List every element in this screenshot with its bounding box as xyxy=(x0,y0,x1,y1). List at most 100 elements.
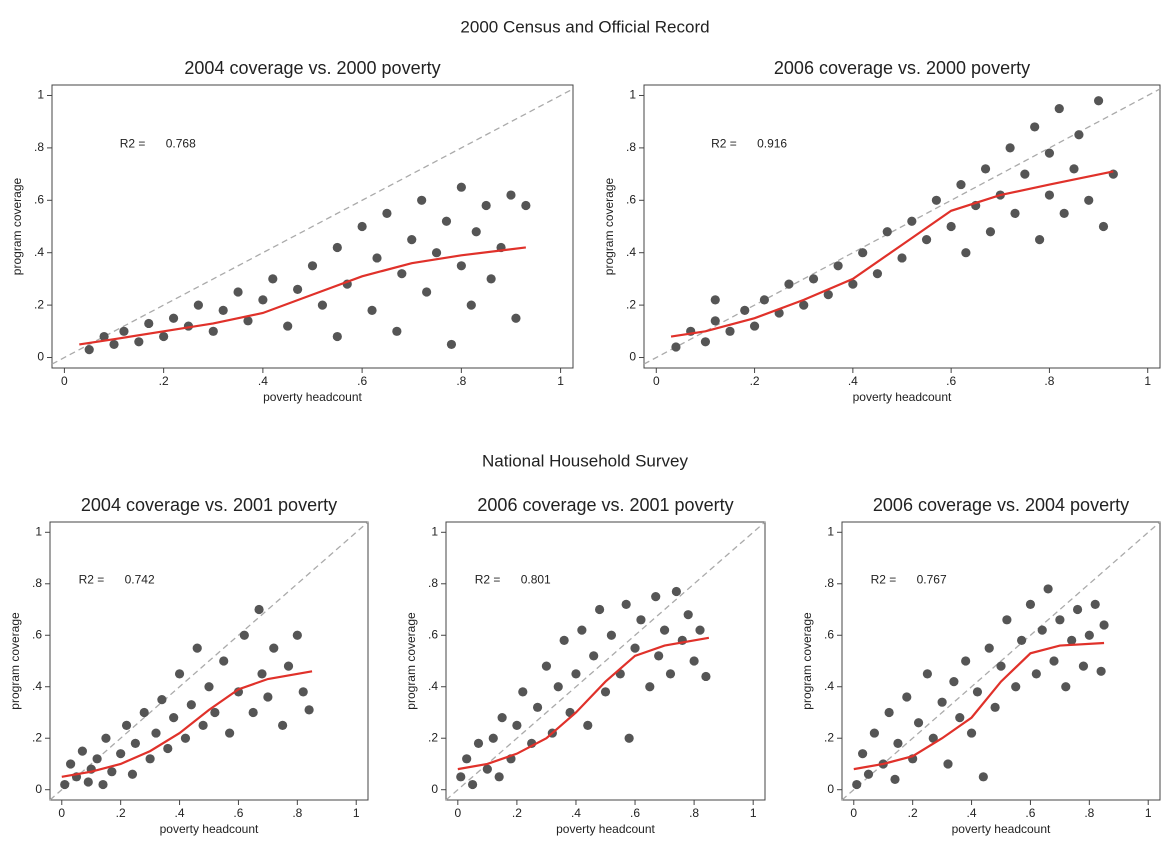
x-tick-label: .2 xyxy=(750,374,760,388)
y-tick-label: 0 xyxy=(629,350,636,364)
point xyxy=(269,643,279,653)
point xyxy=(107,767,117,777)
point xyxy=(357,221,367,232)
point xyxy=(151,728,161,738)
point xyxy=(422,287,432,297)
x-tick-label: .8 xyxy=(1084,806,1094,820)
point xyxy=(749,321,760,331)
point xyxy=(571,669,581,679)
fit-line xyxy=(79,246,526,346)
r2-value: 0.916 xyxy=(757,137,787,151)
point xyxy=(984,643,994,653)
x-tick-label: .4 xyxy=(967,806,977,820)
point xyxy=(130,738,140,748)
point xyxy=(446,339,457,350)
chart-title: 2006 coverage vs. 2001 poverty xyxy=(477,495,733,515)
point xyxy=(60,779,70,790)
point xyxy=(659,625,670,635)
point xyxy=(219,656,229,666)
point xyxy=(1020,169,1030,179)
point xyxy=(577,625,587,635)
point xyxy=(332,331,342,342)
x-tick-label: .6 xyxy=(630,806,640,820)
y-tick-label: 1 xyxy=(35,524,42,538)
point xyxy=(700,337,711,347)
point xyxy=(884,707,894,718)
point xyxy=(1078,661,1089,671)
x-tick-label: .4 xyxy=(175,806,185,820)
point xyxy=(254,604,264,615)
point xyxy=(823,290,833,300)
point xyxy=(1030,122,1040,132)
point xyxy=(521,200,531,211)
chart-title: 2004 coverage vs. 2001 poverty xyxy=(81,495,337,515)
point xyxy=(907,216,917,226)
y-tick-label: .6 xyxy=(34,192,44,206)
y-tick-label: .8 xyxy=(34,140,44,154)
y-tick-label: .6 xyxy=(824,627,834,641)
x-tick-label: 1 xyxy=(750,806,757,820)
point xyxy=(283,661,294,671)
point xyxy=(441,216,452,226)
point xyxy=(1035,235,1045,245)
y-axis-label: program coverage xyxy=(800,612,814,710)
point xyxy=(494,772,504,782)
point xyxy=(1017,635,1027,646)
y-tick-label: .4 xyxy=(34,245,44,259)
point xyxy=(134,337,144,347)
point xyxy=(858,248,868,258)
x-tick-label: 1 xyxy=(557,374,564,388)
y-tick-label: .2 xyxy=(824,730,834,744)
y-tick-label: .4 xyxy=(824,679,834,693)
point xyxy=(257,669,267,679)
y-tick-label: .8 xyxy=(626,140,636,154)
r2-label: R2 = xyxy=(871,573,897,587)
point xyxy=(701,671,711,682)
point xyxy=(1005,143,1015,153)
point xyxy=(949,676,959,687)
point xyxy=(683,610,693,620)
point xyxy=(961,656,971,666)
point xyxy=(473,738,484,748)
x-tick-label: .8 xyxy=(292,806,302,820)
x-axis-label: poverty headcount xyxy=(556,822,655,836)
point xyxy=(710,295,720,305)
section-heading: 2000 Census and Official Record xyxy=(460,17,709,36)
point xyxy=(293,284,303,294)
point xyxy=(985,227,996,237)
point xyxy=(671,586,681,597)
point xyxy=(83,777,93,787)
point xyxy=(163,743,173,754)
point xyxy=(630,643,640,653)
reference-diagonal xyxy=(49,521,369,801)
point xyxy=(645,682,655,692)
y-axis-label: program coverage xyxy=(8,612,22,710)
point xyxy=(990,702,1000,712)
y-tick-label: .4 xyxy=(428,679,438,693)
point xyxy=(858,749,868,759)
point xyxy=(1069,164,1079,174)
point xyxy=(283,321,293,331)
r2-value: 0.768 xyxy=(166,137,196,151)
point xyxy=(258,295,268,305)
point xyxy=(943,759,953,769)
point xyxy=(116,749,126,759)
point xyxy=(456,182,466,192)
point xyxy=(759,295,770,305)
y-tick-label: .8 xyxy=(428,576,438,590)
point xyxy=(532,702,543,712)
point xyxy=(397,269,407,279)
y-tick-label: 0 xyxy=(827,782,834,796)
point xyxy=(654,651,664,661)
point xyxy=(99,331,109,342)
point xyxy=(1098,221,1109,232)
x-tick-label: .8 xyxy=(1044,374,1054,388)
chart-title: 2004 coverage vs. 2000 poverty xyxy=(184,58,440,78)
x-tick-label: .6 xyxy=(1025,806,1035,820)
x-axis-label: poverty headcount xyxy=(263,390,362,404)
point xyxy=(174,669,185,679)
point xyxy=(486,274,496,284)
point xyxy=(192,643,202,653)
points xyxy=(84,182,531,355)
